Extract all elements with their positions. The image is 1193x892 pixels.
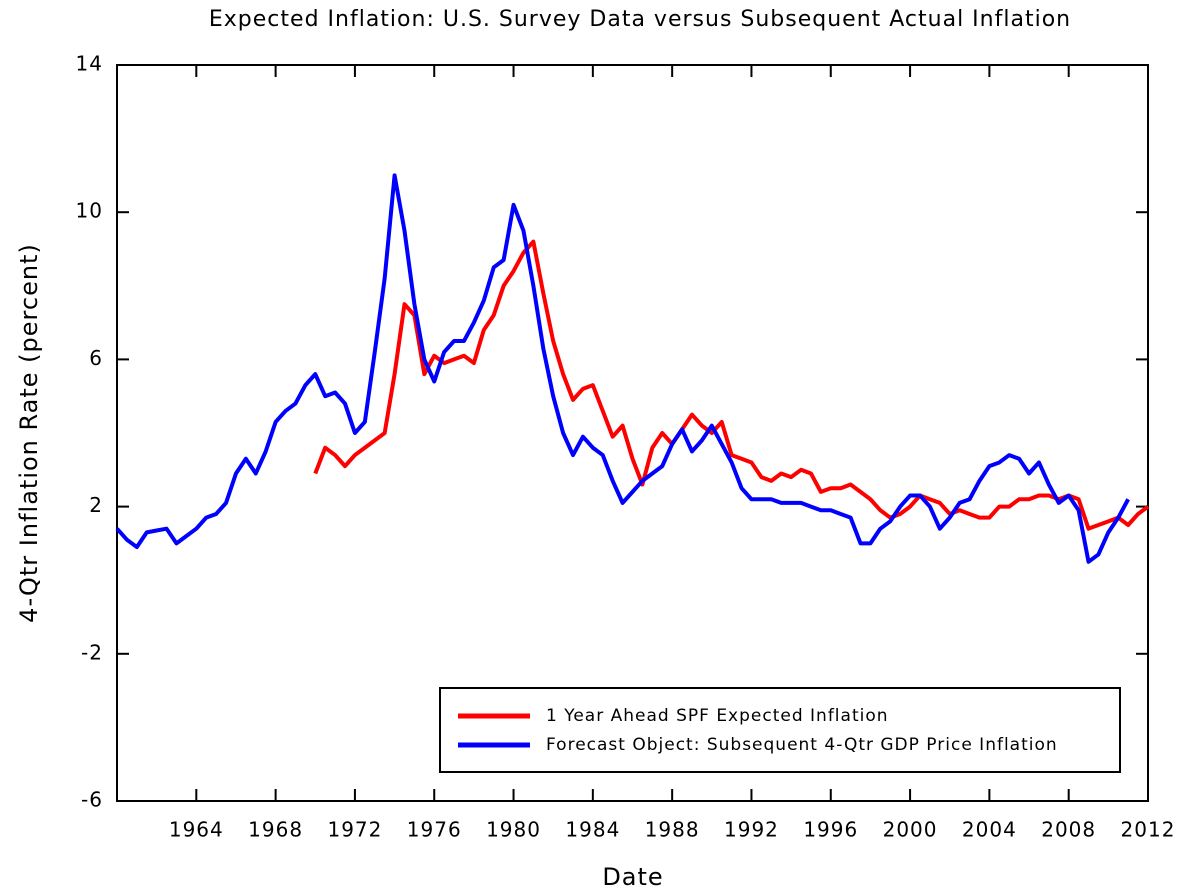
y-tick-label: 10 bbox=[76, 199, 103, 223]
x-tick-label: 1988 bbox=[645, 818, 700, 842]
legend-label: 1 Year Ahead SPF Expected Inflation bbox=[546, 706, 889, 726]
x-tick-label: 2008 bbox=[1041, 818, 1096, 842]
x-tick-label: 2000 bbox=[883, 818, 938, 842]
x-tick-label: 1972 bbox=[327, 818, 382, 842]
y-tick-label: -2 bbox=[81, 640, 103, 664]
x-tick-label: 1996 bbox=[803, 818, 858, 842]
plot-frame bbox=[116, 64, 1149, 802]
legend-label: Forecast Object: Subsequent 4-Qtr GDP Pr… bbox=[546, 735, 1058, 755]
legend-box bbox=[439, 687, 1121, 773]
x-tick-label: 1980 bbox=[486, 818, 541, 842]
y-tick-label: 14 bbox=[76, 52, 103, 76]
y-tick-label: 2 bbox=[89, 493, 103, 517]
series-line bbox=[115, 173, 1130, 564]
x-tick-label: 1964 bbox=[169, 818, 224, 842]
x-tick-label: 1968 bbox=[248, 818, 303, 842]
x-tick-label: 2004 bbox=[962, 818, 1017, 842]
y-tick-label: -6 bbox=[81, 788, 103, 812]
x-axis-label: Date bbox=[602, 863, 663, 891]
x-tick-label: 1976 bbox=[407, 818, 462, 842]
y-tick-label: 6 bbox=[89, 346, 103, 370]
y-axis-label: 4-Qtr Inflation Rate (percent) bbox=[15, 243, 43, 623]
x-tick-label: 2012 bbox=[1121, 818, 1176, 842]
x-tick-label: 1992 bbox=[724, 818, 779, 842]
series-line bbox=[313, 239, 1150, 531]
x-tick-label: 1984 bbox=[565, 818, 620, 842]
chart-title: Expected Inflation: U.S. Survey Data ver… bbox=[209, 7, 1071, 32]
